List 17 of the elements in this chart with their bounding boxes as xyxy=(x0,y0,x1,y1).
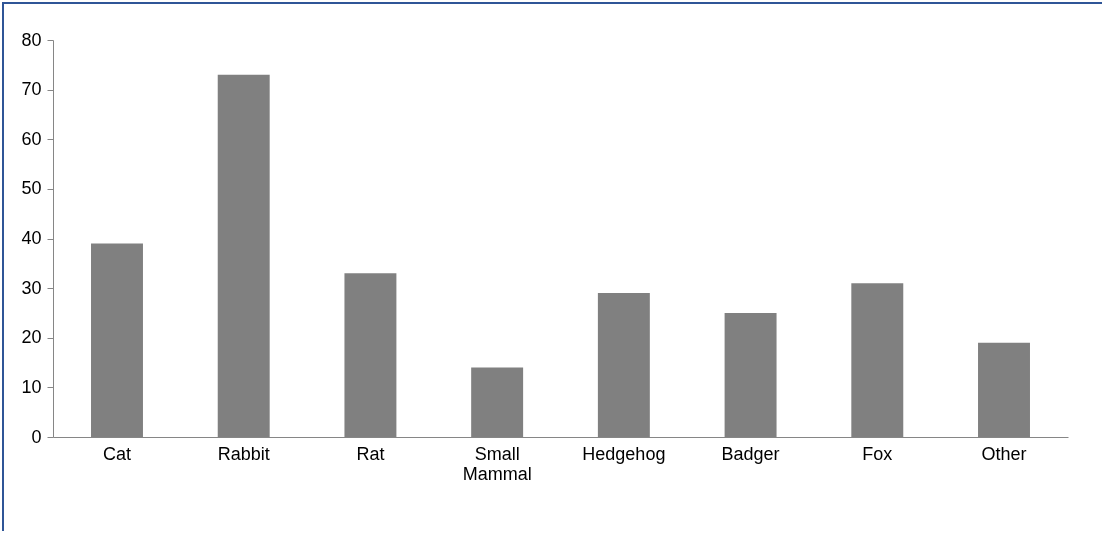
y-tick-label: 0 xyxy=(31,426,42,447)
y-tick-label: 40 xyxy=(21,228,42,248)
x-tick-label: Other xyxy=(981,443,1027,464)
y-tick-label: 70 xyxy=(21,79,42,100)
y-tick-label: 30 xyxy=(21,277,42,298)
y-tick-label: 60 xyxy=(21,128,42,149)
y-tick-label: 10 xyxy=(21,376,42,397)
x-tick-label: Rabbit xyxy=(217,443,270,464)
x-tick-label: Small Mammal xyxy=(462,443,532,484)
x-tick-label: Hedgehog xyxy=(582,443,666,464)
y-tick-label: 50 xyxy=(21,178,42,199)
x-tick-label: Cat xyxy=(102,443,131,464)
x-tick-label: Badger xyxy=(721,443,780,464)
y-tick-label: 80 xyxy=(21,29,42,50)
x-tick-label: Fox xyxy=(862,443,893,464)
y-tick-label: 20 xyxy=(21,327,42,348)
x-tick-label: Rat xyxy=(356,443,385,464)
